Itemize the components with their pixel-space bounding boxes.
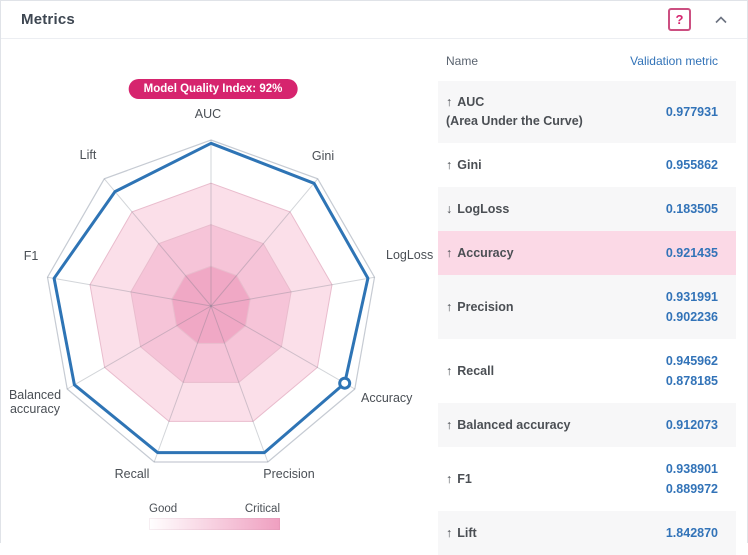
metric-values: 0.912073 (665, 418, 718, 432)
radar-series-validation (52, 141, 370, 455)
metric-name: ↑ Accuracy (446, 245, 514, 260)
column-header-name: Name (446, 54, 479, 68)
chevron-up-icon (715, 15, 727, 23)
table-row-precision[interactable]: ↑ Precision 0.931991 0.902236 (438, 275, 736, 339)
trend-down-icon: ↓ (446, 201, 453, 216)
metric-values: 0.921435 (665, 246, 718, 260)
axis-label-lift: Lift (80, 148, 97, 162)
chart-gradient-legend: Good Critical (149, 503, 280, 530)
table-row-gini[interactable]: ↑ Gini 0.955862 (438, 143, 736, 187)
axis-label-balanced-accuracy: Balanced accuracy (9, 388, 61, 416)
table-rows: ↑ AUC (Area Under the Curve) 0.977931 ↑ Gini 0… (438, 81, 736, 555)
metric-values: 0.977931 (665, 105, 718, 119)
metrics-table: Name Validation metric ↑ AUC (Area Under t… (438, 39, 736, 555)
trend-up-icon: ↑ (446, 525, 453, 540)
table-row-recall[interactable]: ↑ Recall 0.945962 0.878185 (438, 339, 736, 403)
metrics-panel: Metrics ? Model Quality Index: 92% AUC Gi… (0, 0, 748, 543)
metric-subname: (Area Under the Curve) (446, 114, 583, 128)
legend-gradient-bar (149, 518, 280, 530)
radar-spoke (153, 305, 212, 463)
radar-chart-pane: Model Quality Index: 92% AUC Gini LogLoss A… (1, 39, 438, 543)
trend-up-icon: ↑ (446, 471, 453, 486)
axis-label-precision: Precision (263, 467, 314, 481)
metric-values: 0.931991 0.902236 (665, 290, 718, 324)
metric-name: ↑ Gini (446, 157, 482, 172)
panel-title: Metrics (21, 11, 75, 28)
metric-values: 1.842870 (665, 526, 718, 540)
metric-name: ↑ AUC (Area Under the Curve) (446, 93, 583, 131)
table-row-balanced-accuracy[interactable]: ↑ Balanced accuracy 0.912073 (438, 403, 736, 447)
metric-name: ↓ LogLoss (446, 201, 510, 216)
radar-chart: AUC Gini LogLoss Accuracy Precision Recall Bal… (9, 107, 433, 481)
axis-label-gini: Gini (312, 149, 334, 163)
metric-name: ↑ Lift (446, 525, 477, 540)
trend-up-icon: ↑ (446, 417, 453, 432)
metric-values: 0.945962 0.878185 (665, 354, 718, 388)
column-header-validation-metric[interactable]: Validation metric (630, 54, 718, 68)
model-quality-badge: Model Quality Index: 92% (128, 79, 298, 99)
radar-spoke (66, 305, 212, 390)
panel-body: Model Quality Index: 92% AUC Gini LogLoss A… (1, 39, 747, 555)
radar-ring (171, 265, 251, 344)
axis-label-logloss: LogLoss (386, 248, 433, 262)
radar-spoke (103, 178, 212, 307)
radar-spoke (210, 305, 356, 390)
radar-spoke (210, 305, 269, 463)
trend-up-icon: ↑ (446, 245, 453, 260)
table-row-logloss[interactable]: ↓ LogLoss 0.183505 (438, 187, 736, 231)
help-button[interactable]: ? (668, 8, 691, 31)
table-row-accuracy[interactable]: ↑ Accuracy 0.921435 (438, 231, 736, 275)
legend-good-label: Good (149, 503, 178, 515)
trend-up-icon: ↑ (446, 363, 453, 378)
legend-critical-label: Critical (244, 503, 280, 515)
metric-name: ↑ F1 (446, 471, 472, 486)
radar-spoke (210, 276, 375, 307)
metric-name: ↑ Recall (446, 363, 495, 378)
axis-label-auc: AUC (195, 107, 221, 121)
panel-header: Metrics ? (1, 1, 747, 39)
radar-point-marker[interactable] (338, 376, 352, 390)
axis-label-recall: Recall (115, 467, 150, 481)
table-row-auc[interactable]: ↑ AUC (Area Under the Curve) 0.977931 (438, 81, 736, 143)
metric-name: ↑ Precision (446, 299, 514, 314)
metric-values: 0.183505 (665, 202, 718, 216)
table-row-f1[interactable]: ↑ F1 0.938901 0.889972 (438, 447, 736, 511)
metric-values: 0.955862 (665, 158, 718, 172)
radar-spoke (47, 276, 212, 307)
metric-name: ↑ Balanced accuracy (446, 417, 571, 432)
axis-label-f1: F1 (24, 249, 39, 263)
metric-values: 0.938901 0.889972 (665, 462, 718, 496)
axis-label-accuracy: Accuracy (361, 391, 413, 405)
question-mark-icon: ? (675, 12, 684, 27)
trend-up-icon: ↑ (446, 95, 453, 109)
collapse-button[interactable] (711, 12, 731, 28)
radar-spoke (210, 178, 319, 307)
table-row-lift[interactable]: ↑ Lift 1.842870 (438, 511, 736, 555)
trend-up-icon: ↑ (446, 299, 453, 314)
table-header: Name Validation metric (438, 39, 736, 81)
trend-up-icon: ↑ (446, 157, 453, 172)
